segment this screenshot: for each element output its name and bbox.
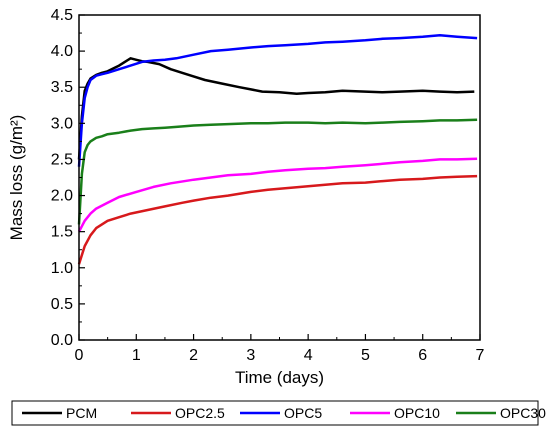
x-tick-label: 1 <box>132 347 141 364</box>
y-tick-label: 0.5 <box>51 296 73 313</box>
x-tick-label: 3 <box>246 347 255 364</box>
axis-tick-labels: 0 1 2 3 4 5 6 7 0.0 0.5 1.0 1.5 2.0 2.5 3.0 3.5 4.0 4.5 <box>51 7 485 364</box>
series-line-opc5 <box>77 33 478 167</box>
x-tick-label: 5 <box>361 347 370 364</box>
legend-label-opc10: OPC10 <box>394 405 440 421</box>
legend-label-opc5: OPC5 <box>284 405 322 421</box>
x-tick-label: 4 <box>304 347 313 364</box>
y-tick-label: 3.0 <box>51 115 73 132</box>
series-line-opc10 <box>77 157 478 233</box>
y-tick-label: 1.5 <box>51 224 73 241</box>
series-line-pcm <box>77 57 475 160</box>
y-tick-label: 4.0 <box>51 43 73 60</box>
x-axis-title: Time (days) <box>235 368 324 387</box>
y-tick-label: 0.0 <box>51 332 73 349</box>
legend-label-opc30: OPC30 <box>500 405 546 421</box>
x-tick-label: 2 <box>189 347 198 364</box>
plot-lines <box>77 33 478 265</box>
axis-ticks <box>78 14 481 341</box>
series-line-opc2.5 <box>77 174 478 265</box>
x-tick-label: 6 <box>418 347 427 364</box>
y-tick-label: 4.5 <box>51 7 73 24</box>
y-tick-label: 2.0 <box>51 188 73 205</box>
y-tick-label: 3.5 <box>51 79 73 96</box>
legend-label-pcm: PCM <box>66 405 97 421</box>
x-tick-label: 0 <box>75 347 84 364</box>
legend-label-opc2.5: OPC2.5 <box>175 405 225 421</box>
y-tick-label: 2.5 <box>51 151 73 168</box>
x-tick-label: 7 <box>476 347 485 364</box>
y-axis-title: Mass loss (g/m²) <box>7 115 26 241</box>
y-tick-label: 1.0 <box>51 260 73 277</box>
legend: PCM OPC2.5 OPC5 OPC10 OPC30 <box>11 400 546 426</box>
series-line-opc30 <box>77 118 478 225</box>
